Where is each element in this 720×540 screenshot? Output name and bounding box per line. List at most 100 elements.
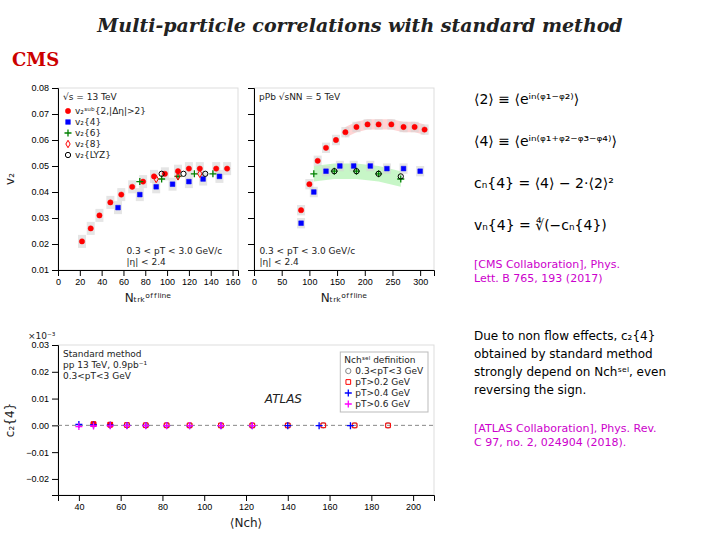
- point-group: [224, 166, 229, 171]
- point: [354, 124, 359, 129]
- point: [338, 164, 343, 169]
- point: [187, 179, 192, 184]
- point-group: [154, 184, 159, 189]
- point: [163, 422, 170, 429]
- tick: 0.07: [31, 109, 58, 119]
- tick: 200: [406, 495, 421, 512]
- point-group: [351, 164, 356, 169]
- error-box: [106, 196, 114, 209]
- point: [412, 124, 417, 129]
- point-group: [79, 239, 84, 244]
- tick: 140: [281, 495, 296, 512]
- tick: [248, 192, 254, 193]
- point-group: [186, 422, 193, 429]
- legend-symbol: [66, 120, 71, 125]
- point-group: [324, 169, 329, 174]
- tick: 20: [75, 270, 85, 287]
- tick-mark: [52, 192, 58, 193]
- plot-frame: [58, 88, 238, 270]
- legend-marker: [345, 401, 352, 408]
- tick-label: 50: [277, 277, 287, 287]
- point-group: [136, 178, 143, 185]
- error-box: [117, 188, 125, 201]
- point-group: [401, 124, 406, 129]
- point: [136, 178, 143, 185]
- legend-symbol: [345, 390, 352, 397]
- point: [354, 169, 359, 174]
- point: [217, 174, 222, 179]
- point: [376, 122, 381, 127]
- tick-mark: [189, 270, 190, 276]
- tick: 60: [116, 495, 126, 512]
- title: Multi-particle correlations with standar…: [96, 14, 622, 36]
- error-box: [416, 166, 424, 176]
- annotation: √s = 13 TeV: [63, 92, 118, 102]
- text-line: vₙ{4} = ∜(−cₙ{4}): [474, 217, 607, 233]
- tick: 100: [160, 270, 175, 287]
- annotation: pp 13 TeV, 0.9pb⁻¹: [63, 360, 147, 370]
- axis-line: [59, 271, 239, 277]
- point: [203, 171, 208, 176]
- tick-mark: [145, 270, 146, 276]
- tick-mark: [365, 270, 366, 276]
- tick-label: 40: [97, 277, 107, 287]
- tick: 250: [385, 270, 400, 287]
- point: [75, 423, 82, 430]
- point-group: [217, 422, 224, 429]
- annotation: ⟨4⟩ ≡ ⟨eⁱⁿ⁽ᵠ¹⁺ᵠ²⁻ᵠ³⁻ᵠ⁴⁾⟩: [474, 133, 617, 149]
- error-box: [375, 119, 383, 129]
- x-axis: 406080100120140160180200: [59, 495, 435, 512]
- point-group: [88, 226, 93, 231]
- point-group: [201, 177, 206, 182]
- point-group: [163, 422, 170, 429]
- error-box: [400, 163, 408, 173]
- tick: 200: [358, 270, 373, 287]
- point: [214, 166, 219, 171]
- point-group: [191, 170, 198, 177]
- tick: 0.01: [31, 394, 58, 404]
- tick-label: 100: [197, 502, 212, 512]
- annotation: 0.3 < pT < 3.0 GeV/c: [259, 246, 355, 256]
- plot-frame: [254, 88, 434, 270]
- tick-label: 60: [116, 502, 126, 512]
- annotation: 0.3<pT<3 GeV: [63, 371, 132, 381]
- point-group: [376, 171, 381, 176]
- tick: 0.00: [31, 421, 58, 431]
- legend-entry: v₂{LYZ}: [75, 150, 111, 160]
- point-group: [90, 423, 97, 430]
- tick-mark: [121, 495, 122, 501]
- tick-label: 150: [330, 277, 345, 287]
- text-line: ⟨2⟩ ≡ ⟨eⁱⁿ⁽ᵠ¹⁻ᵠ²⁾⟩: [474, 91, 579, 107]
- annotation: |η| < 2.4: [259, 257, 299, 267]
- point: [181, 171, 186, 176]
- legend-entry: 0.3<pT<3 GeV: [355, 366, 424, 376]
- x-axis: 020406080100120140160: [56, 270, 241, 287]
- point: [351, 164, 356, 169]
- legend-marker: [345, 390, 352, 397]
- tick: [248, 166, 254, 167]
- legend-marker: [346, 368, 351, 373]
- tick-label: 250: [385, 277, 400, 287]
- point-group: [217, 422, 224, 429]
- point: [365, 122, 370, 127]
- tick-label: −0.02: [26, 474, 49, 484]
- point-group: [386, 423, 391, 428]
- point: [307, 182, 312, 187]
- point-group: [333, 137, 338, 142]
- point: [298, 208, 303, 213]
- point-group: [354, 169, 359, 174]
- tick-label: 0.02: [31, 367, 49, 377]
- annotation: |η| < 2.4: [126, 257, 166, 267]
- point: [353, 168, 360, 175]
- error-box: [297, 218, 305, 228]
- point-group: [422, 127, 427, 132]
- point: [107, 422, 114, 429]
- tick: 120: [239, 495, 254, 512]
- text-line: ⟨4⟩ ≡ ⟨eⁱⁿ⁽ᵠ¹⁺ᵠ²⁻ᵠ³⁻ᵠ⁴⁾⟩: [474, 133, 617, 149]
- point: [108, 200, 113, 205]
- tick-mark: [79, 495, 80, 501]
- error-box: [352, 122, 360, 132]
- point-group: [214, 166, 219, 171]
- y-axis-title: v₂: [3, 173, 17, 185]
- point: [310, 170, 317, 177]
